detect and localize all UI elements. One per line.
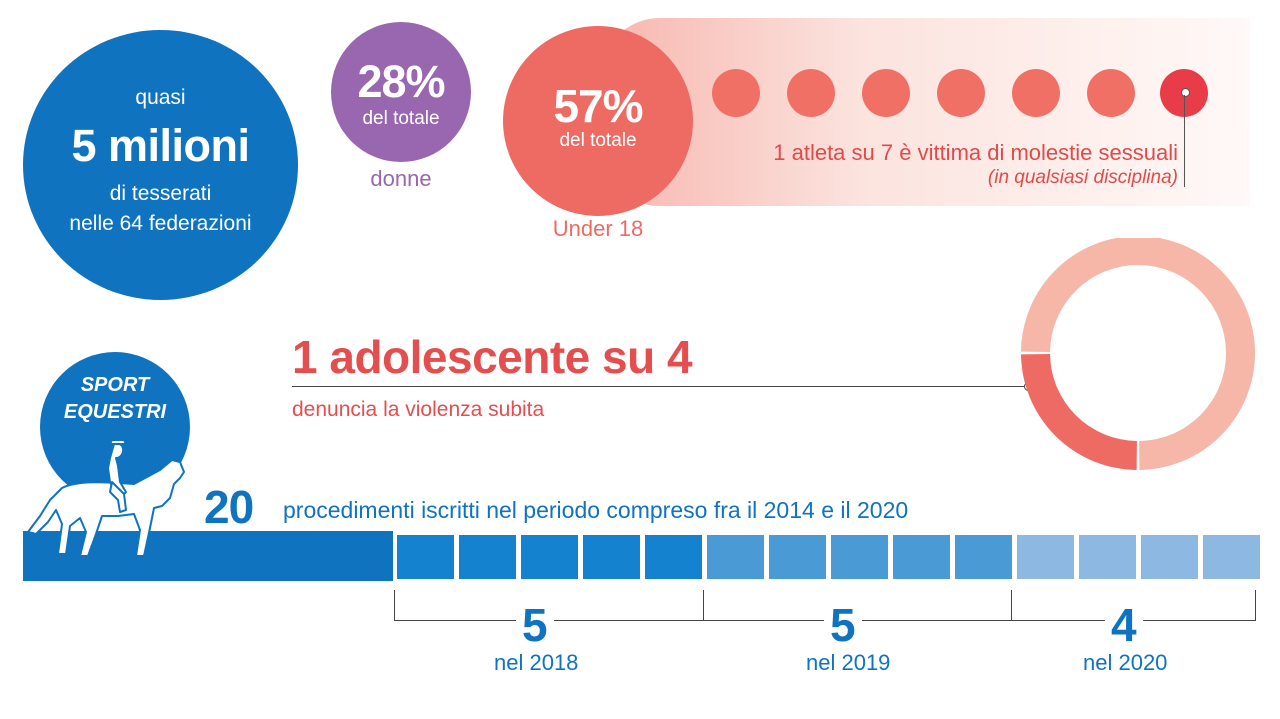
horse-rider-icon (27, 439, 185, 557)
under18-pct: 57% (553, 80, 643, 132)
procedimento-cell (1079, 535, 1136, 579)
adolescente-donut (1021, 238, 1255, 470)
bracket-tick (1011, 590, 1012, 621)
athlete-band (600, 18, 1250, 206)
athlete-dot (1087, 69, 1135, 117)
tesserati-circle: quasi 5 milioni di tesserati nelle 64 fe… (23, 30, 298, 300)
procedimento-cell (521, 535, 578, 579)
procedimento-cell (893, 535, 950, 579)
donne-circle: 28% del totale (331, 22, 471, 162)
procedimento-cell (955, 535, 1012, 579)
under18-circle: 57% del totale (503, 26, 693, 216)
year-2019-count: 5 (824, 598, 862, 652)
year-2018-count: 5 (516, 598, 554, 652)
tesserati-value: 5 milioni (71, 120, 250, 171)
donne-caption: donne (370, 166, 432, 191)
procedimento-cell (769, 535, 826, 579)
procedimento-cell (1203, 535, 1260, 579)
procedimento-cell (1017, 535, 1074, 579)
adolescente-sub: denuncia la violenza subita (292, 398, 545, 421)
dot-leader-line (1184, 95, 1185, 187)
athlete-dot (862, 69, 910, 117)
donut-slice-quarter (1021, 354, 1137, 470)
athlete-subtext: (in qualsiasi disciplina) (987, 167, 1178, 188)
procedimento-cell (831, 535, 888, 579)
dot-marker (1181, 88, 1190, 97)
under18-label: del totale (559, 130, 637, 151)
sport-label-2: EQUESTRI (63, 401, 167, 423)
procedimento-cell (1141, 535, 1198, 579)
bracket-tick (1255, 590, 1256, 621)
under18-caption: Under 18 (552, 216, 644, 241)
procedimento-cell (459, 535, 516, 579)
tesserati-sub1: di tesserati (109, 182, 212, 205)
donne-pct: 28% (357, 56, 445, 107)
year-2020-count: 4 (1105, 598, 1143, 652)
athlete-dot (787, 69, 835, 117)
athlete-dot (937, 69, 985, 117)
adolescente-leader-line (292, 386, 1029, 387)
procedimento-cell (707, 535, 764, 579)
year-2018-label: nel 2018 (494, 650, 579, 675)
procedimento-cell (397, 535, 454, 579)
athlete-dot (1012, 69, 1060, 117)
procedimento-cell (645, 535, 702, 579)
athlete-text: 1 atleta su 7 è vittima di molestie sess… (773, 140, 1178, 165)
athlete-dot (712, 69, 760, 117)
procedimenti-text: procedimenti iscritti nel periodo compre… (283, 497, 909, 523)
donne-label: del totale (362, 108, 440, 129)
year-2020-label: nel 2020 (1083, 650, 1168, 675)
procedimenti-number: 20 (204, 481, 254, 533)
procedimento-cell (583, 535, 640, 579)
sport-label-1: SPORT (80, 374, 150, 396)
year-2019-label: nel 2019 (806, 650, 891, 675)
bracket-tick (703, 590, 704, 621)
tesserati-sub2: nelle 64 federazioni (69, 212, 252, 235)
adolescente-title: 1 adolescente su 4 (292, 331, 693, 383)
bracket-tick (394, 590, 395, 621)
tesserati-pre: quasi (135, 86, 186, 109)
